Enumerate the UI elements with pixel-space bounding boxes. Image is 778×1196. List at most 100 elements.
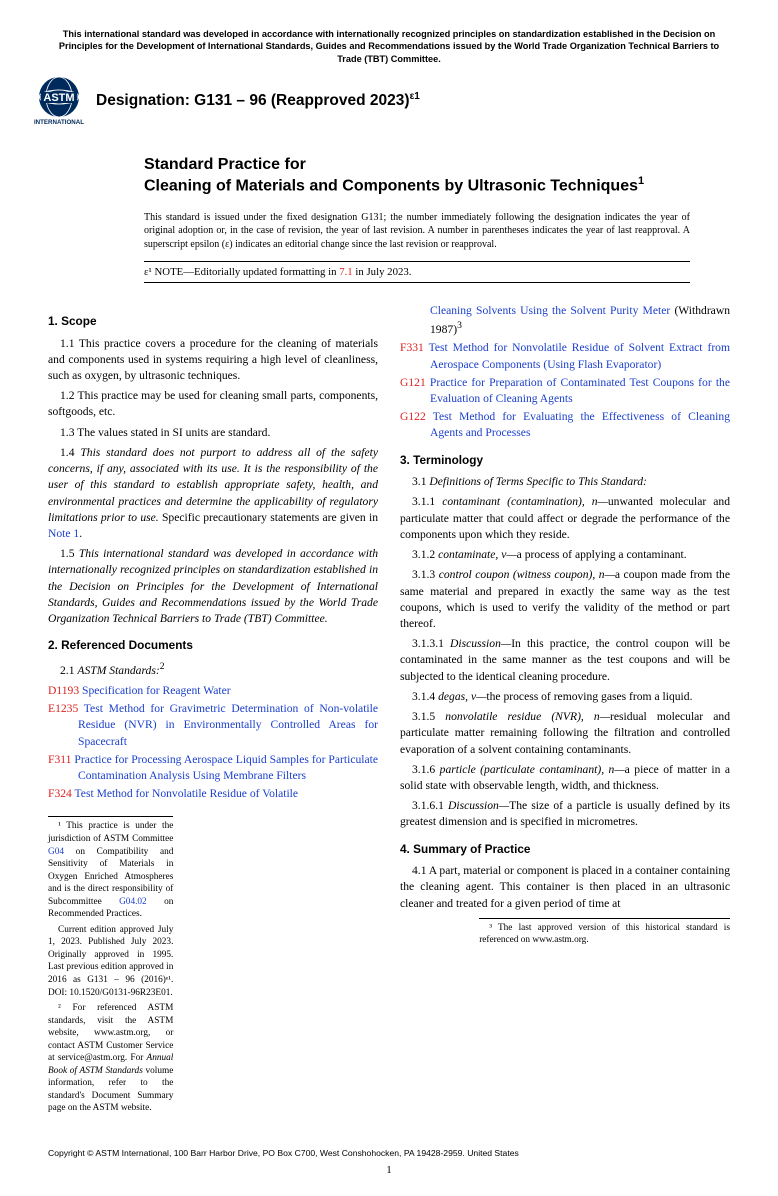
section-1-head: 1. Scope — [48, 313, 378, 330]
ref-link[interactable]: Test Method for Gravimetric Determinatio… — [78, 702, 378, 747]
ref-code[interactable]: G121 — [400, 376, 426, 389]
term-3-1-1: 3.1.1 contaminant (contamination), n—unw… — [400, 494, 730, 543]
subcommittee-link[interactable]: G04.02 — [119, 897, 147, 907]
ref-f324-cont: Cleaning Solvents Using the Solvent Puri… — [400, 303, 730, 338]
ref-link[interactable]: Test Method for Evaluating the Effective… — [426, 410, 730, 439]
t: particle (particulate contaminant), n— — [440, 763, 625, 776]
ref-code[interactable]: D1193 — [48, 684, 79, 697]
t: ¹ This practice is under the jurisdictio… — [48, 821, 173, 844]
footnotes-left: ¹ This practice is under the jurisdictio… — [48, 816, 173, 1115]
refs-continued: Cleaning Solvents Using the Solvent Puri… — [400, 303, 730, 442]
right-column: Cleaning Solvents Using the Solvent Puri… — [400, 303, 730, 1118]
t: 1.5 — [60, 547, 79, 560]
t: degas, v— — [438, 690, 486, 703]
t: 3.1.1 — [412, 495, 442, 508]
footnote-3: ³ The last approved version of this hist… — [479, 922, 730, 947]
title-line1: Standard Practice for — [144, 156, 306, 173]
committee-link[interactable]: G04 — [48, 847, 64, 857]
section-4-head: 4. Summary of Practice — [400, 841, 730, 858]
ref-g121: G121 Practice for Preparation of Contami… — [400, 375, 730, 407]
t: 3.1 — [412, 475, 429, 488]
ref-f331: F331 Test Method for Nonvolatile Residue… — [400, 340, 730, 372]
term-3-1-6: 3.1.6 particle (particulate contaminant)… — [400, 762, 730, 794]
designation: Designation: G131 – 96 (Reapproved 2023)… — [96, 91, 420, 110]
designation-text: Designation: G131 – 96 (Reapproved 2023) — [96, 92, 410, 109]
t: ASTM Standards: — [77, 664, 159, 677]
ref-d1193: D1193 Specification for Reagent Water — [48, 683, 378, 699]
term-3-1-3: 3.1.3 control coupon (witness coupon), n… — [400, 567, 730, 632]
title: Standard Practice for Cleaning of Materi… — [144, 155, 690, 196]
term-3-1-4: 3.1.4 degas, v—the process of removing g… — [400, 689, 730, 705]
term-3-1-5: 3.1.5 nonvolatile residue (NVR), n—resid… — [400, 709, 730, 758]
t: the process of removing gases from a liq… — [486, 690, 692, 703]
ref-code[interactable]: E1235 — [48, 702, 78, 715]
para-1-4: 1.4 This standard does not purport to ad… — [48, 445, 378, 542]
t: Discussion— — [448, 799, 509, 812]
epsilon-suffix: in July 2023. — [353, 266, 412, 278]
term-3-1-2: 3.1.2 contaminate, v—a process of applyi… — [400, 547, 730, 563]
t: control coupon (witness coupon), n— — [439, 568, 615, 581]
t: . — [79, 527, 82, 540]
columns: 1. Scope 1.1 This practice covers a proc… — [48, 303, 730, 1118]
copyright: Copyright © ASTM International, 100 Barr… — [48, 1148, 730, 1158]
note-1-link[interactable]: Note 1 — [48, 527, 79, 540]
title-block: Standard Practice for Cleaning of Materi… — [144, 155, 690, 283]
epsilon-ref-link[interactable]: 7.1 — [339, 266, 353, 278]
t: nonvolatile residue (NVR), n— — [445, 710, 610, 723]
para-1-2: 1.2 This practice may be used for cleani… — [48, 388, 378, 420]
t: Definitions of Terms Specific to This St… — [429, 475, 647, 488]
t: 3.1.6.1 — [412, 799, 448, 812]
para-1-5: 1.5 This international standard was deve… — [48, 546, 378, 627]
t: Discussion— — [450, 637, 511, 650]
svg-text:ASTM: ASTM — [43, 92, 74, 104]
page: This international standard was develope… — [0, 0, 778, 1196]
t: contaminate, v— — [438, 548, 517, 561]
t: 3.1.2 — [412, 548, 438, 561]
ref-link[interactable]: Practice for Preparation of Contaminated… — [426, 376, 730, 405]
t: Specific precautionary statements are gi… — [159, 511, 378, 524]
ref-link[interactable]: Practice for Processing Aerospace Liquid… — [71, 753, 378, 782]
para-1-1: 1.1 This practice covers a procedure for… — [48, 336, 378, 385]
footnote-1: ¹ This practice is under the jurisdictio… — [48, 820, 173, 920]
t: 3 — [457, 320, 462, 331]
header-row: ASTM INTERNATIONAL Designation: G131 – 9… — [32, 73, 730, 127]
para-1-3: 1.3 The values stated in SI units are st… — [48, 425, 378, 441]
term-3-1-6-1: 3.1.6.1 Discussion—The size of a particl… — [400, 798, 730, 830]
ref-code[interactable]: F311 — [48, 753, 71, 766]
title-line2: Cleaning of Materials and Components by … — [144, 178, 638, 195]
designation-sup: ε1 — [410, 91, 420, 102]
para-2-1: 2.1 ASTM Standards:2 — [48, 660, 378, 679]
t: a process of applying a contaminant. — [517, 548, 687, 561]
ref-link[interactable]: Test Method for Nonvolatile Residue of V… — [72, 787, 298, 800]
title-sup: 1 — [638, 175, 644, 187]
ref-code[interactable]: G122 — [400, 410, 426, 423]
t: 3.1.3.1 — [412, 637, 450, 650]
para-4-1: 4.1 A part, material or component is pla… — [400, 863, 730, 912]
ref-code[interactable]: F324 — [48, 787, 72, 800]
ref-link[interactable]: Cleaning Solvents Using the Solvent Puri… — [430, 304, 670, 317]
ref-e1235: E1235 Test Method for Gravimetric Determ… — [48, 701, 378, 750]
footnote-2: ² For referenced ASTM standards, visit t… — [48, 1002, 173, 1115]
ref-f311: F311 Practice for Processing Aerospace L… — [48, 752, 378, 784]
t: This international standard was develope… — [48, 547, 378, 625]
left-column: 1. Scope 1.1 This practice covers a proc… — [48, 303, 378, 1118]
ref-link[interactable]: Specification for Reagent Water — [79, 684, 230, 697]
t: 2.1 — [60, 664, 77, 677]
t: 3.1.5 — [412, 710, 445, 723]
t: 3.1.4 — [412, 690, 438, 703]
t: 3.1.6 — [412, 763, 440, 776]
t: 2 — [160, 661, 165, 672]
footnote-1b: Current edition approved July 1, 2023. P… — [48, 924, 173, 999]
ref-code[interactable]: F331 — [400, 341, 424, 354]
ref-link[interactable]: Test Method for Nonvolatile Residue of S… — [424, 341, 730, 370]
ref-g122: G122 Test Method for Evaluating the Effe… — [400, 409, 730, 441]
para-3-1: 3.1 Definitions of Terms Specific to Thi… — [400, 474, 730, 490]
section-3-head: 3. Terminology — [400, 452, 730, 469]
ref-f324: F324 Test Method for Nonvolatile Residue… — [48, 786, 378, 802]
t: contaminant (contamination), n— — [442, 495, 608, 508]
t: 3.1.3 — [412, 568, 439, 581]
t: 1.4 — [60, 446, 80, 459]
astm-logo: ASTM INTERNATIONAL — [32, 73, 86, 127]
section-2-head: 2. Referenced Documents — [48, 637, 378, 654]
epsilon-prefix: ε¹ NOTE—Editorially updated formatting i… — [144, 266, 339, 278]
